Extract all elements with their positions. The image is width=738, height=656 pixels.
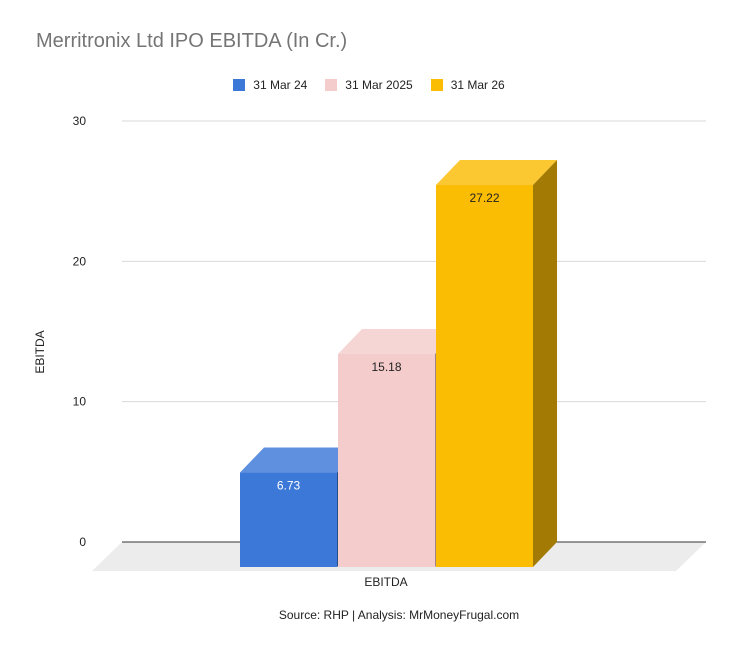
legend-item-1: 31 Mar 2025 — [325, 78, 413, 92]
source-note: Source: RHP | Analysis: MrMoneyFrugal.co… — [278, 608, 520, 622]
y-tick-label-0: 0 — [79, 535, 86, 549]
y-tick-label-3: 30 — [73, 114, 87, 128]
y-tick-label-1: 10 — [73, 395, 87, 409]
legend-label-1: 31 Mar 2025 — [345, 78, 413, 92]
bar-front-1 — [338, 353, 435, 567]
legend: 31 Mar 24 31 Mar 2025 31 Mar 26 — [0, 78, 738, 92]
bar-front-0 — [240, 472, 337, 567]
bar-front-2 — [436, 185, 533, 567]
y-axis-label: EBITDA — [33, 330, 47, 373]
bars-group: 6.73 15.18 27.22 — [240, 160, 557, 567]
bar-2: 27.22 — [436, 160, 557, 567]
bar-top-1 — [338, 328, 459, 354]
bar-top-2 — [436, 160, 557, 186]
legend-swatch-1 — [325, 79, 338, 91]
bar-side-2 — [533, 160, 557, 567]
legend-label-2: 31 Mar 26 — [450, 78, 505, 92]
legend-swatch-0 — [233, 79, 246, 91]
data-label-0: 6.73 — [277, 479, 301, 493]
chart-title: Merritronix Ltd IPO EBITDA (In Cr.) — [36, 30, 348, 52]
data-label-1: 15.18 — [371, 360, 401, 374]
x-axis-label: EBITDA — [364, 575, 407, 589]
data-label-2: 27.22 — [469, 191, 499, 205]
bar-top-0 — [240, 447, 361, 473]
legend-item-2: 31 Mar 26 — [430, 78, 505, 92]
legend-item-0: 31 Mar 24 — [233, 78, 307, 92]
legend-label-0: 31 Mar 24 — [253, 78, 308, 92]
legend-swatch-2 — [430, 79, 443, 91]
y-tick-label-2: 20 — [73, 254, 87, 268]
